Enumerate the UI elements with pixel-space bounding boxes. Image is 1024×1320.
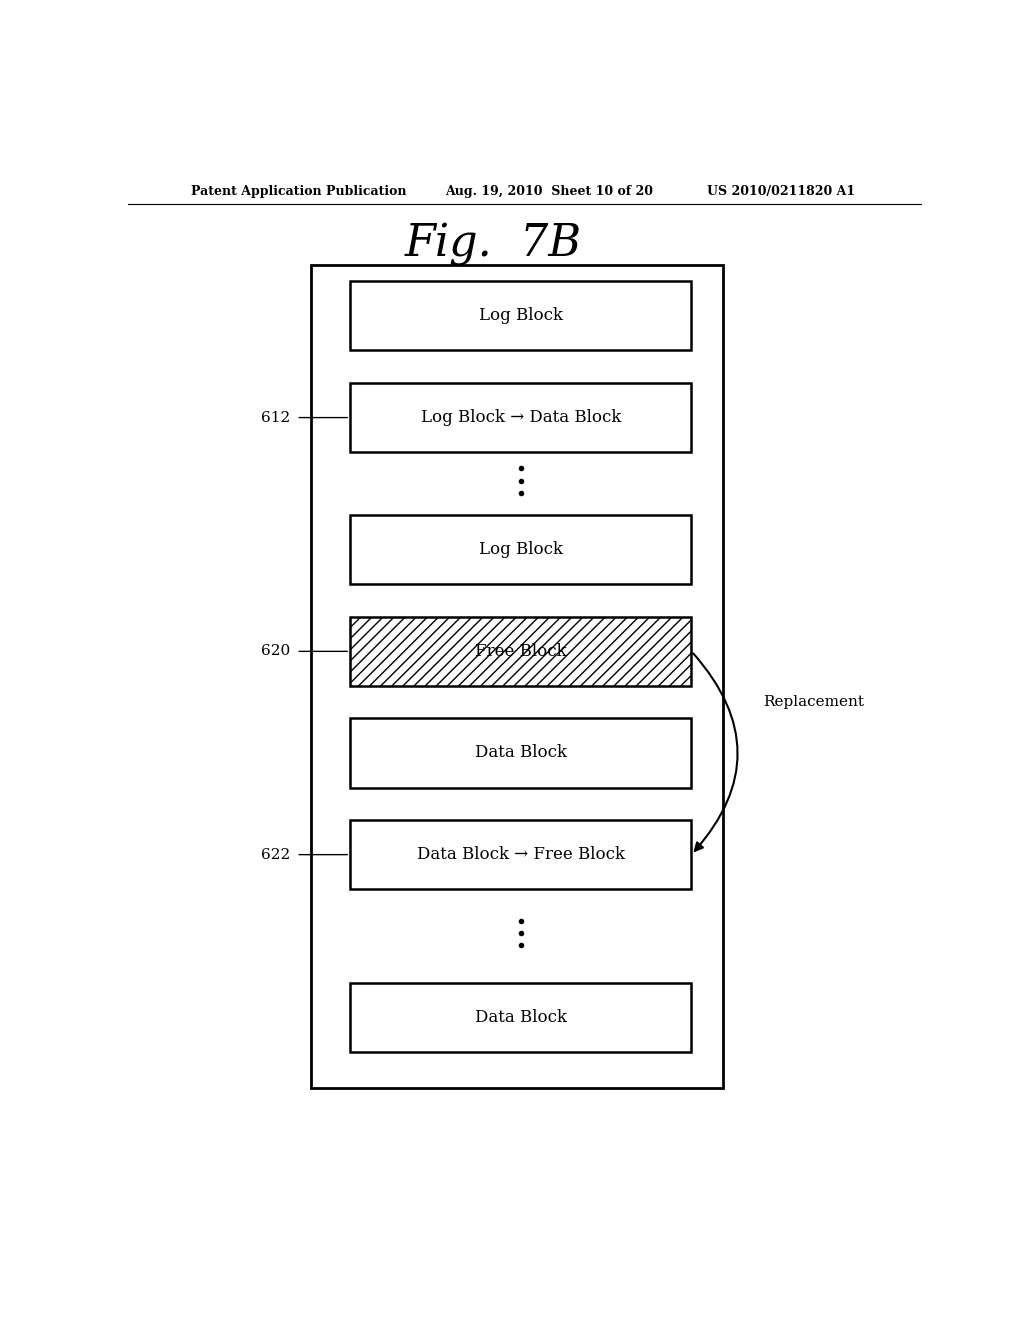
Text: Log Block: Log Block	[479, 308, 563, 325]
Text: US 2010/0211820 A1: US 2010/0211820 A1	[708, 185, 855, 198]
Bar	[350, 982, 691, 1052]
Text: Data Block → Free Block: Data Block → Free Block	[417, 846, 625, 863]
Bar	[310, 265, 723, 1089]
Bar	[350, 718, 691, 788]
Text: 622: 622	[261, 847, 291, 862]
Bar	[350, 820, 691, 890]
Text: Data Block: Data Block	[475, 1008, 567, 1026]
Text: Replacement: Replacement	[763, 696, 864, 709]
Bar	[350, 616, 691, 686]
Bar	[350, 281, 691, 351]
Text: Patent Application Publication: Patent Application Publication	[191, 185, 407, 198]
FancyArrowPatch shape	[693, 653, 737, 851]
Text: Log Block: Log Block	[479, 541, 563, 558]
Text: Data Block: Data Block	[475, 744, 567, 762]
Bar	[350, 515, 691, 585]
Text: Fig.  7B: Fig. 7B	[404, 223, 582, 267]
Text: 620: 620	[261, 644, 291, 659]
Bar	[350, 383, 691, 453]
Text: Log Block → Data Block: Log Block → Data Block	[421, 409, 621, 426]
Text: Free Block: Free Block	[475, 643, 566, 660]
Text: Aug. 19, 2010  Sheet 10 of 20: Aug. 19, 2010 Sheet 10 of 20	[445, 185, 653, 198]
Text: 612: 612	[261, 411, 291, 425]
